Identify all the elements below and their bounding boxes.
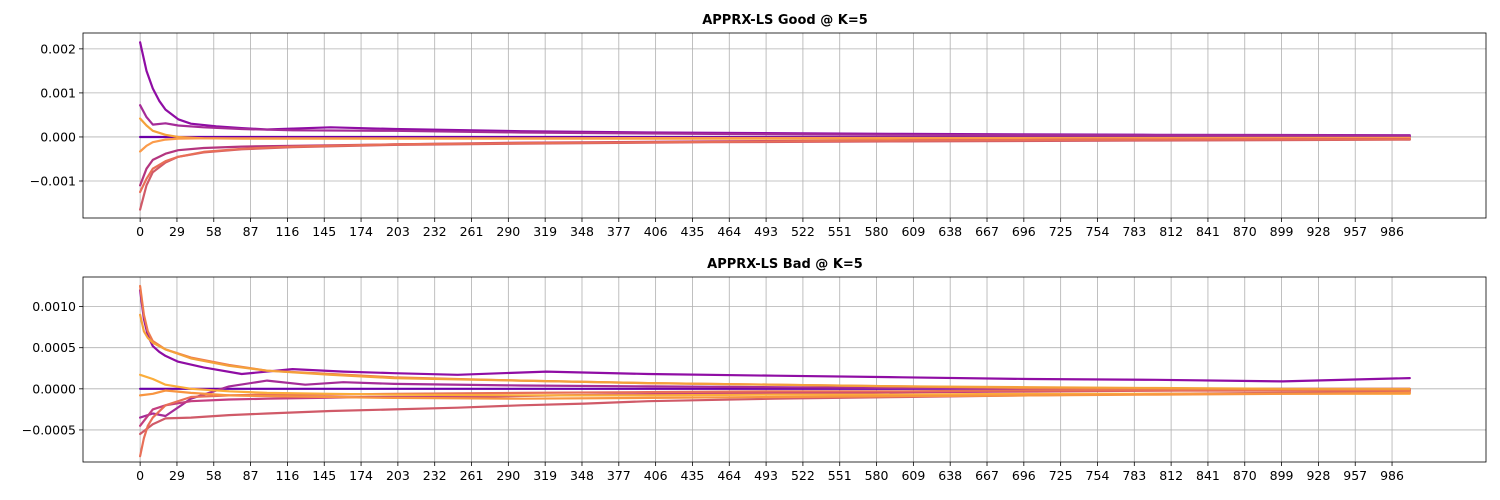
x-tick-label: 116	[275, 468, 299, 483]
x-tick-label: 725	[1049, 468, 1073, 483]
x-tick-label: 348	[570, 224, 594, 239]
series-line-6	[139, 138, 1411, 211]
x-tick-label: 290	[496, 224, 520, 239]
x-tick-label: 928	[1306, 468, 1330, 483]
x-tick-label: 899	[1270, 224, 1294, 239]
x-tick-label: 58	[206, 468, 222, 483]
x-tick-label: 406	[644, 224, 668, 239]
x-tick-label: 783	[1122, 224, 1146, 239]
x-tick-label: 174	[349, 468, 373, 483]
series-line-3	[139, 389, 1411, 427]
x-tick-label: 493	[754, 224, 778, 239]
x-tick-label: 899	[1270, 468, 1294, 483]
x-tick-label: 319	[533, 468, 557, 483]
x-tick-label: 609	[901, 468, 925, 483]
x-tick-label: 232	[423, 224, 447, 239]
x-tick-label: 290	[496, 468, 520, 483]
y-tick-label: −0.001	[30, 174, 76, 189]
series-line-1	[139, 289, 1411, 383]
x-tick-label: 377	[607, 468, 631, 483]
x-tick-label: 551	[828, 468, 852, 483]
x-tick-label: 551	[828, 224, 852, 239]
series-line-2	[139, 104, 1411, 137]
x-tick-label: 609	[901, 224, 925, 239]
y-tick-label: 0.0005	[32, 340, 76, 355]
x-tick-label: 464	[717, 468, 741, 483]
x-tick-label: 116	[275, 224, 299, 239]
y-tick-label: 0.000	[40, 129, 76, 144]
x-tick-label: 435	[681, 224, 705, 239]
chart-title-good: APPRX-LS Good @ K=5	[702, 13, 868, 28]
y-tick-label: −0.0005	[22, 422, 76, 437]
x-tick-label: 522	[791, 468, 815, 483]
x-tick-label: 58	[206, 224, 222, 239]
y-tick-label: 0.0000	[32, 381, 76, 396]
x-tick-label: 812	[1159, 224, 1183, 239]
x-tick-label: 638	[938, 468, 962, 483]
chart-title-bad: APPRX-LS Bad @ K=5	[707, 257, 863, 272]
x-tick-label: 0	[136, 468, 144, 483]
x-tick-label: 957	[1343, 468, 1367, 483]
x-tick-label: 261	[460, 224, 484, 239]
x-tick-label: 203	[386, 224, 410, 239]
x-tick-label: 696	[1012, 468, 1036, 483]
x-tick-label: 435	[681, 468, 705, 483]
x-tick-label: 203	[386, 468, 410, 483]
x-tick-label: 725	[1049, 224, 1073, 239]
x-tick-label: 29	[169, 468, 185, 483]
x-tick-label: 841	[1196, 468, 1220, 483]
series-line-1	[139, 41, 1411, 137]
x-tick-label: 812	[1159, 468, 1183, 483]
x-tick-label: 986	[1380, 468, 1404, 483]
x-tick-label: 928	[1306, 224, 1330, 239]
x-tick-label: 0	[136, 224, 144, 239]
x-tick-label: 870	[1233, 224, 1257, 239]
x-tick-label: 29	[169, 224, 185, 239]
y-tick-label: 0.001	[40, 85, 76, 100]
x-tick-label: 493	[754, 468, 778, 483]
x-tick-label: 174	[349, 224, 373, 239]
x-tick-label: 232	[423, 468, 447, 483]
series-line-7	[139, 313, 1411, 390]
x-tick-label: 87	[243, 468, 259, 483]
x-tick-label: 667	[975, 468, 999, 483]
series-line-8	[139, 373, 1411, 397]
x-tick-label: 406	[644, 468, 668, 483]
axes-frame	[82, 32, 1487, 219]
series-line-9	[139, 389, 1411, 400]
x-tick-label: 783	[1122, 468, 1146, 483]
x-tick-label: 87	[243, 224, 259, 239]
x-tick-label: 667	[975, 224, 999, 239]
y-tick-label: 0.0010	[32, 299, 76, 314]
x-tick-label: 638	[938, 224, 962, 239]
series-line-7	[139, 138, 1411, 194]
x-tick-label: 522	[791, 224, 815, 239]
x-tick-label: 870	[1233, 468, 1257, 483]
x-tick-label: 261	[460, 468, 484, 483]
x-tick-label: 986	[1380, 224, 1404, 239]
x-tick-label: 754	[1086, 468, 1110, 483]
x-tick-label: 145	[312, 224, 336, 239]
series-line-5	[139, 389, 1411, 458]
x-tick-label: 957	[1343, 224, 1367, 239]
x-tick-label: 841	[1196, 224, 1220, 239]
x-tick-label: 348	[570, 468, 594, 483]
x-tick-label: 754	[1086, 224, 1110, 239]
x-tick-label: 580	[865, 468, 889, 483]
x-tick-label: 319	[533, 224, 557, 239]
y-tick-label: 0.002	[40, 41, 76, 56]
x-tick-label: 580	[865, 224, 889, 239]
axes-frame	[82, 276, 1487, 463]
chart-top-good: APPRX-LS Good @ K=5 0 29 58 87 116 145 174 203 2…	[30, 13, 1487, 239]
x-tick-label: 464	[717, 224, 741, 239]
x-tick-label: 377	[607, 224, 631, 239]
series-line-4	[139, 136, 1411, 153]
x-tick-label: 145	[312, 468, 336, 483]
chart-bottom-bad: APPRX-LS Bad @ K=5 0 29 58 87 116 145 174 203 23…	[22, 257, 1487, 483]
x-tick-label: 696	[1012, 224, 1036, 239]
